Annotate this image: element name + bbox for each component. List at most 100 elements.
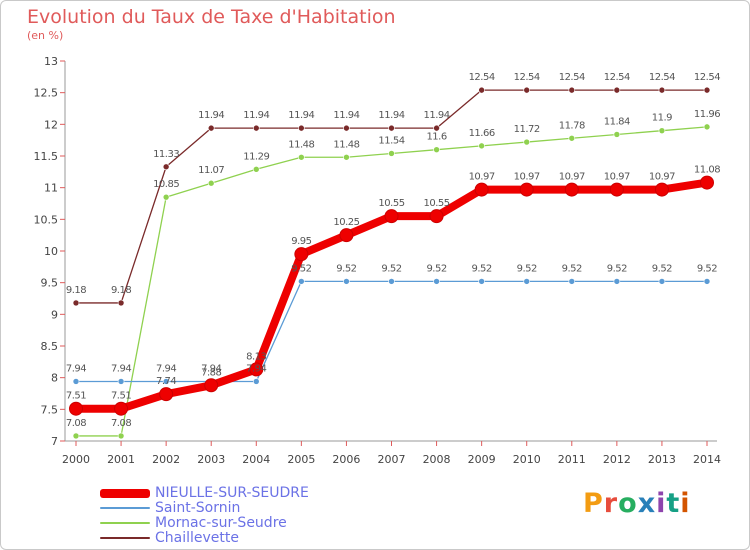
- data-point: [568, 86, 576, 94]
- data-point: [433, 278, 440, 285]
- data-point: [72, 299, 80, 307]
- data-label: 11.08: [694, 165, 720, 176]
- data-label: 11.96: [694, 109, 720, 120]
- data-label: 9.18: [111, 285, 131, 296]
- data-point: [474, 182, 489, 197]
- data-label: 9.52: [426, 263, 446, 274]
- data-label: 7.74: [156, 376, 176, 387]
- y-tick-label: 8: [51, 372, 58, 385]
- x-tick-label: 2012: [603, 453, 631, 466]
- data-point: [294, 247, 309, 262]
- data-point: [613, 278, 621, 285]
- data-label: 10.97: [559, 172, 585, 183]
- data-point: [162, 163, 170, 171]
- data-label: 11.07: [198, 165, 224, 176]
- data-label: 11.48: [288, 139, 314, 150]
- data-label: 7.88: [201, 367, 221, 378]
- data-point: [433, 146, 440, 153]
- data-point: [114, 401, 129, 416]
- data-label: 7.94: [66, 363, 86, 374]
- data-label: 11.72: [514, 124, 540, 135]
- data-label: 8.13: [246, 351, 266, 362]
- data-point: [388, 150, 395, 157]
- y-tick-label: 9.5: [41, 277, 59, 290]
- data-label: 11.33: [153, 149, 179, 160]
- data-point: [207, 124, 215, 132]
- y-tick-label: 9: [51, 308, 58, 321]
- x-tick-label: 2008: [423, 453, 451, 466]
- legend-label: Chaillevette: [155, 530, 239, 546]
- data-label: 12.54: [604, 72, 630, 83]
- data-point: [703, 86, 711, 94]
- x-tick-label: 2007: [378, 453, 406, 466]
- legend-swatch: [100, 507, 150, 509]
- y-tick-label: 10: [44, 245, 58, 258]
- data-label: 7.94: [156, 363, 176, 374]
- data-label: 9.52: [517, 263, 537, 274]
- data-point: [117, 432, 125, 440]
- legend-label: NIEULLE-SUR-SEUDRE: [155, 485, 309, 501]
- data-label: 11.9: [652, 113, 672, 124]
- data-point: [523, 278, 531, 285]
- data-label: 12.54: [694, 72, 720, 83]
- data-point: [519, 182, 534, 197]
- data-label: 9.52: [607, 263, 627, 274]
- legend-item: Chaillevette: [100, 530, 239, 546]
- data-label: 11.66: [469, 128, 495, 139]
- data-point: [700, 175, 714, 190]
- x-tick-label: 2002: [152, 453, 180, 466]
- data-label: 9.95: [291, 236, 311, 247]
- data-label: 7.08: [66, 418, 86, 429]
- data-point: [343, 278, 350, 285]
- data-label: 7.51: [66, 391, 86, 402]
- data-point: [658, 127, 666, 134]
- y-tick-label: 7.5: [41, 403, 59, 416]
- y-tick-label: 12: [44, 118, 58, 131]
- data-point: [433, 124, 440, 132]
- y-tick-label: 10.5: [34, 213, 59, 226]
- x-tick-label: 2009: [468, 453, 496, 466]
- data-point: [298, 278, 305, 285]
- data-point: [207, 179, 215, 187]
- x-tick-label: 2005: [287, 453, 315, 466]
- data-point: [478, 142, 485, 150]
- data-label: 10.97: [469, 172, 495, 183]
- x-tick-label: 2003: [197, 453, 225, 466]
- y-tick-label: 13: [44, 55, 58, 68]
- data-label: 9.52: [652, 263, 672, 274]
- data-point: [658, 278, 666, 285]
- data-point: [249, 362, 264, 377]
- data-point: [613, 86, 621, 94]
- data-label: 7.94: [246, 363, 266, 374]
- data-point: [523, 86, 531, 94]
- data-point: [568, 278, 576, 285]
- data-point: [162, 378, 170, 385]
- data-label: 11.48: [333, 139, 359, 150]
- legend-swatch: [100, 488, 150, 498]
- x-tick-label: 2011: [558, 453, 586, 466]
- data-label: 9.18: [66, 285, 86, 296]
- data-point: [159, 387, 174, 402]
- legend-item: Saint-Sornin: [100, 500, 240, 516]
- data-label: 7.51: [111, 391, 131, 402]
- data-label: 11.94: [424, 110, 450, 121]
- data-point: [204, 378, 219, 393]
- data-label: 9.52: [336, 263, 356, 274]
- data-label: 12.54: [514, 72, 540, 83]
- data-point: [478, 278, 485, 285]
- data-label: 7.94: [201, 363, 221, 374]
- data-label: 7.94: [111, 363, 131, 374]
- data-label: 7.08: [111, 418, 131, 429]
- x-tick-label: 2001: [107, 453, 135, 466]
- y-tick-label: 11.5: [34, 150, 59, 163]
- data-point: [388, 124, 395, 132]
- data-point: [703, 123, 711, 131]
- chart-title: Evolution du Taux de Taxe d'Habitation: [27, 6, 396, 28]
- data-point: [564, 182, 579, 197]
- data-label: 10.85: [153, 179, 179, 190]
- y-tick-label: 7: [51, 435, 58, 448]
- data-label: 11.94: [333, 110, 359, 121]
- data-point: [654, 182, 669, 197]
